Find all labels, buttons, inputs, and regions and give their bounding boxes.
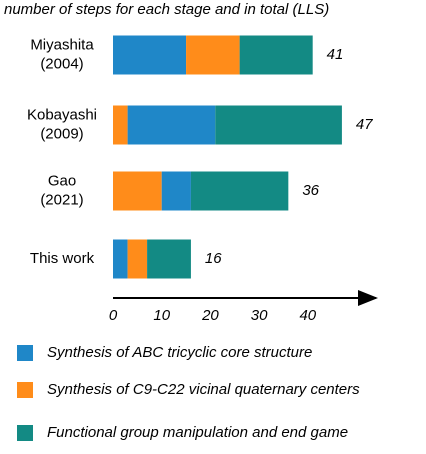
bar-segment [113, 171, 162, 211]
legend-label: Synthesis of C9-C22 vicinal quaternary c… [47, 381, 360, 398]
legend-swatch [17, 382, 33, 398]
bar-segment [186, 35, 240, 75]
bar-segment [127, 239, 148, 279]
total-label: 16 [205, 250, 222, 267]
bar-segment [161, 171, 191, 211]
bar-segment [127, 105, 216, 145]
total-label: 36 [302, 182, 319, 199]
total-label: 47 [356, 116, 373, 133]
legend-label: Functional group manipulation and end ga… [47, 424, 348, 441]
legend-swatch [17, 425, 33, 441]
y-tick-label: (2021) [40, 191, 83, 208]
y-tick-label: Gao [48, 172, 76, 189]
total-label: 41 [327, 46, 344, 63]
y-tick-label: Miyashita [30, 36, 94, 53]
y-tick-label: Kobayashi [27, 106, 97, 123]
bar-segment [113, 35, 187, 75]
y-tick-label: This work [30, 250, 95, 267]
y-tick-label: (2004) [40, 55, 83, 72]
x-tick-label: 40 [299, 307, 316, 324]
bar-segment [147, 239, 191, 279]
y-tick-label: (2009) [40, 125, 83, 142]
x-tick-label: 10 [153, 307, 170, 324]
x-tick-label: 0 [109, 307, 118, 324]
x-tick-label: 30 [251, 307, 268, 324]
bar-segment [215, 105, 342, 145]
bar-segment [239, 35, 313, 75]
bar-segment [113, 239, 128, 279]
legend-swatch [17, 345, 33, 361]
chart-title: number of steps for each stage and in to… [4, 1, 329, 18]
bar-segment [190, 171, 289, 211]
x-tick-label: 20 [201, 307, 219, 324]
legend-label: Synthesis of ABC tricyclic core structur… [47, 344, 312, 361]
bar-segment [113, 105, 128, 145]
